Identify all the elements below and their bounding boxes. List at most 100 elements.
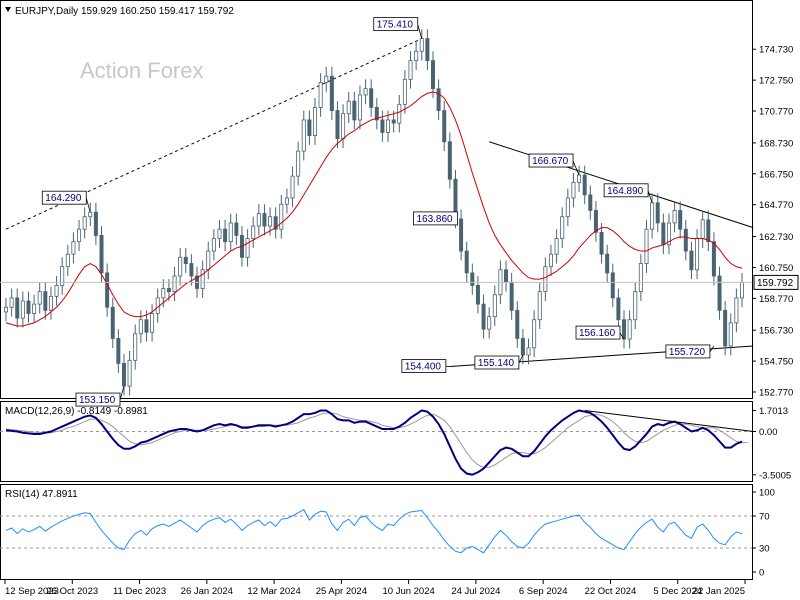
candle-body — [189, 263, 194, 277]
rsi-y-tick-label: 0 — [759, 568, 764, 579]
candle-body — [357, 94, 362, 121]
candle-body — [284, 197, 289, 205]
candle-body — [110, 306, 115, 339]
candle-body — [65, 253, 70, 268]
candle-body — [178, 256, 183, 277]
annotation-box — [528, 153, 574, 168]
annotation-leader — [572, 160, 580, 176]
candle-body — [133, 333, 138, 361]
annotation-leader — [85, 198, 91, 213]
candle-body — [565, 197, 570, 218]
candle-body — [532, 319, 537, 349]
price-candles — [4, 29, 745, 396]
x-tick-label: 26 Oct 2023 — [46, 586, 98, 597]
candle-body — [728, 322, 733, 347]
candle-body — [374, 107, 379, 121]
price-y-tick-label: 158.770 — [759, 294, 793, 305]
candle-body — [234, 222, 239, 236]
candle-body — [273, 216, 278, 230]
candle-body — [588, 194, 593, 211]
annotation-box — [474, 355, 520, 370]
macd-panel-frame — [0, 401, 753, 482]
candle-body — [430, 60, 435, 90]
rsi-y-tick-label: 100 — [759, 488, 775, 499]
x-tick-label: 24 Jul 2024 — [451, 586, 500, 597]
candle-body — [672, 210, 677, 224]
candle-body — [447, 141, 452, 180]
annotation-label: 154.400 — [405, 362, 442, 373]
candle-body — [60, 266, 65, 286]
annotation-box — [41, 190, 87, 205]
candle-body — [301, 119, 306, 152]
annotation-label: 164.290 — [45, 193, 82, 204]
annotation-label: 156.160 — [579, 328, 616, 339]
candle-body — [610, 272, 615, 299]
candle-body — [99, 235, 104, 274]
candle-body — [661, 222, 666, 246]
candle-body — [15, 297, 20, 319]
candle-body — [470, 272, 475, 286]
candle-body — [548, 253, 553, 268]
x-tick-label: 6 Sep 2024 — [519, 586, 568, 597]
symbol-header: EURJPY,Daily 159.929 160.250 159.417 159… — [15, 6, 234, 17]
collapse-triangle-icon[interactable] — [5, 7, 11, 12]
candle-body — [492, 294, 497, 318]
annotation-box — [401, 359, 447, 373]
candle-body — [329, 75, 334, 111]
candle-body — [256, 213, 261, 227]
annotation-leader — [417, 24, 423, 39]
macd-layer — [0, 409, 754, 476]
candle-body — [380, 119, 385, 133]
rsi-title: RSI(14) 47.8911 — [5, 489, 78, 500]
candle-body — [121, 363, 126, 387]
candle-body — [363, 88, 368, 96]
annotation-box — [373, 17, 419, 32]
macd-title: MACD(12,26,9) -0.8149 -0.8981 — [5, 406, 148, 417]
candle-body — [414, 50, 419, 62]
candle-body — [397, 103, 402, 124]
candle-body — [571, 181, 576, 199]
candle-body — [599, 231, 604, 255]
candle-body — [487, 316, 492, 330]
candle-body — [520, 338, 525, 356]
candle-body — [127, 359, 132, 387]
watermark-text: Action Forex — [80, 58, 204, 83]
candle-body — [683, 228, 688, 252]
candle-body — [352, 100, 357, 121]
candle-body — [582, 174, 587, 196]
annotation-leader — [518, 354, 524, 364]
macd-trendline — [584, 409, 754, 432]
candle-body — [408, 60, 413, 80]
candle-body — [554, 238, 559, 255]
candle-body — [43, 291, 48, 311]
candle-body — [627, 319, 632, 340]
x-tick-label: 26 Jan 2024 — [181, 586, 233, 597]
candle-body — [82, 216, 87, 230]
candle-body — [262, 213, 267, 227]
candle-body — [723, 309, 728, 347]
annotation-label: 164.890 — [607, 186, 644, 197]
candle-body — [313, 107, 318, 136]
annotation-box — [575, 325, 621, 340]
candle-body — [116, 338, 121, 364]
price-y-tick-label: 168.730 — [759, 138, 793, 149]
annotation-leader — [647, 190, 653, 203]
candle-body — [678, 210, 683, 230]
candle-body — [717, 275, 722, 311]
candle-body — [638, 263, 643, 293]
annotation-label: 163.860 — [416, 214, 453, 225]
x-tick-label: 12 Sep 2023 — [5, 586, 59, 597]
candle-body — [695, 238, 700, 271]
annotation-box — [665, 344, 711, 359]
candle-body — [71, 241, 76, 255]
macd-y-tick-label: -3.5005 — [759, 470, 791, 481]
candle-body — [150, 313, 155, 333]
candle-body — [20, 300, 25, 319]
price-y-tick-label: 170.770 — [759, 107, 793, 118]
candle-body — [402, 78, 407, 105]
candle-body — [537, 291, 542, 321]
candle-body — [296, 150, 301, 177]
candle-body — [650, 202, 655, 230]
